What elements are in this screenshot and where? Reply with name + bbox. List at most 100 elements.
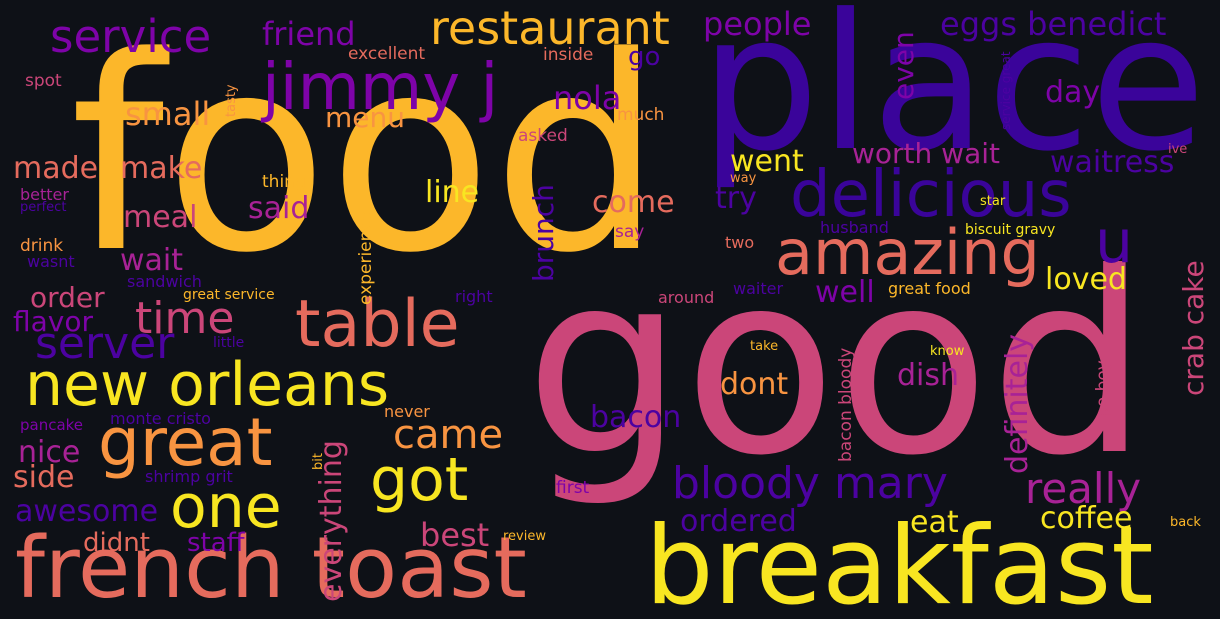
word-sandwich: sandwich: [127, 272, 202, 291]
word-nola: nola: [553, 79, 622, 117]
word-table: table: [295, 287, 460, 362]
word-one: one: [170, 472, 282, 542]
word-said: said: [248, 191, 310, 226]
word-french-toast: french toast: [15, 519, 527, 618]
word-excellent: excellent: [348, 44, 426, 64]
word-wasnt: wasnt: [27, 252, 75, 271]
word-small: small: [125, 95, 211, 133]
word-place: place: [700, 0, 1206, 193]
word-dish: dish: [897, 358, 960, 393]
word-try: try: [715, 181, 757, 216]
word-better: better: [20, 185, 69, 204]
word-make: make: [120, 151, 203, 186]
word-line: line: [425, 175, 480, 210]
word-friend: friend: [262, 15, 356, 53]
word-bacon: bacon: [590, 400, 682, 435]
word-back: back: [1170, 515, 1201, 530]
word-thing: thing: [262, 172, 306, 192]
word-new-orleans: new orleans: [25, 350, 390, 420]
word-brunch: brunch: [527, 184, 560, 282]
word-waiter: waiter: [733, 279, 784, 298]
word-first: first: [556, 478, 590, 498]
word-went: went: [730, 144, 804, 179]
word-tasty: tasty: [224, 84, 239, 117]
word-best: best: [420, 516, 490, 554]
word-didnt: didnt: [83, 528, 150, 558]
word-restaurant: restaurant: [430, 1, 670, 55]
word-awesome: awesome: [15, 494, 159, 529]
word-take: take: [750, 339, 779, 354]
word-side: side: [13, 460, 75, 495]
word-shrimp-grit: shrimp grit: [145, 467, 233, 486]
word-amazing: amazing: [775, 216, 1040, 289]
word-even: even: [887, 31, 920, 100]
word-monte-cristo: monte cristo: [110, 409, 211, 428]
word-wait: wait: [120, 243, 184, 278]
word-biscuit-gravy: biscuit gravy: [965, 222, 1056, 238]
word-eggs-benedict: eggs benedict: [940, 5, 1167, 43]
word-go: go: [628, 42, 661, 72]
word-eat: eat: [910, 505, 959, 540]
word-people: people: [703, 5, 812, 43]
word-crab-cake: crab cake: [1177, 260, 1210, 396]
word-ordered: ordered: [680, 504, 797, 539]
word-menu: menu: [325, 101, 405, 134]
word-ive: ive: [1168, 142, 1188, 157]
word-well: well: [815, 275, 875, 310]
word-service-great: service great: [999, 51, 1013, 130]
word-way: way: [730, 171, 757, 186]
word-everything: everything: [314, 440, 349, 602]
word-flavor: flavor: [13, 305, 94, 338]
word-never: never: [384, 402, 430, 421]
word-got: got: [370, 445, 469, 515]
word-delicious: delicious: [790, 158, 1072, 232]
word-staff: staff: [187, 528, 245, 558]
word-good: good: [525, 219, 1149, 510]
word-great: great: [98, 404, 273, 481]
word-know: know: [930, 344, 965, 359]
word-pancake: pancake: [20, 416, 84, 434]
word-great-food: great food: [888, 279, 971, 298]
word-great-service: great service: [183, 287, 275, 303]
word-loved: loved: [1045, 262, 1127, 297]
word-breakfast: breakfast: [645, 504, 1154, 619]
word-made: made: [13, 151, 99, 186]
word-right: right: [455, 287, 493, 306]
word-drink: drink: [20, 236, 64, 256]
word-coffee: coffee: [1040, 501, 1133, 536]
word-experience: experience: [356, 210, 376, 305]
word-came: came: [393, 412, 504, 458]
word-worth-wait: worth wait: [852, 137, 1000, 170]
word-day: day: [1045, 75, 1101, 110]
word-definitely: definitely: [1000, 333, 1035, 474]
word-meal: meal: [123, 200, 198, 235]
word-much: much: [617, 105, 665, 125]
word-say: say: [615, 222, 645, 242]
word-waitress: waitress: [1050, 145, 1175, 180]
word-time: time: [135, 293, 235, 344]
word-spot: spot: [25, 71, 62, 91]
word-dont: dont: [720, 367, 789, 402]
word-come: come: [592, 185, 675, 220]
word-service: service: [50, 10, 212, 63]
word-u: u: [1095, 207, 1134, 277]
word-little: little: [213, 335, 245, 351]
word-bacon-bloody: bacon bloody: [836, 347, 856, 462]
word-really: really: [1025, 464, 1142, 513]
word-asked: asked: [518, 126, 568, 146]
word-husband: husband: [820, 218, 889, 237]
word-server: server: [35, 318, 175, 369]
word-po-boy: po boy: [1093, 360, 1113, 418]
word-jimmy-j: jimmy j: [262, 51, 499, 125]
word-nice: nice: [18, 435, 81, 470]
word-star: star: [980, 194, 1006, 209]
word-two: two: [725, 233, 755, 252]
word-around: around: [658, 288, 715, 307]
word-order: order: [30, 281, 105, 314]
word-food: food: [70, 0, 663, 312]
word-perfect: perfect: [20, 200, 67, 215]
word-inside: inside: [543, 45, 594, 65]
word-bloody-mary: bloody mary: [672, 458, 948, 509]
word-review: review: [503, 529, 546, 544]
